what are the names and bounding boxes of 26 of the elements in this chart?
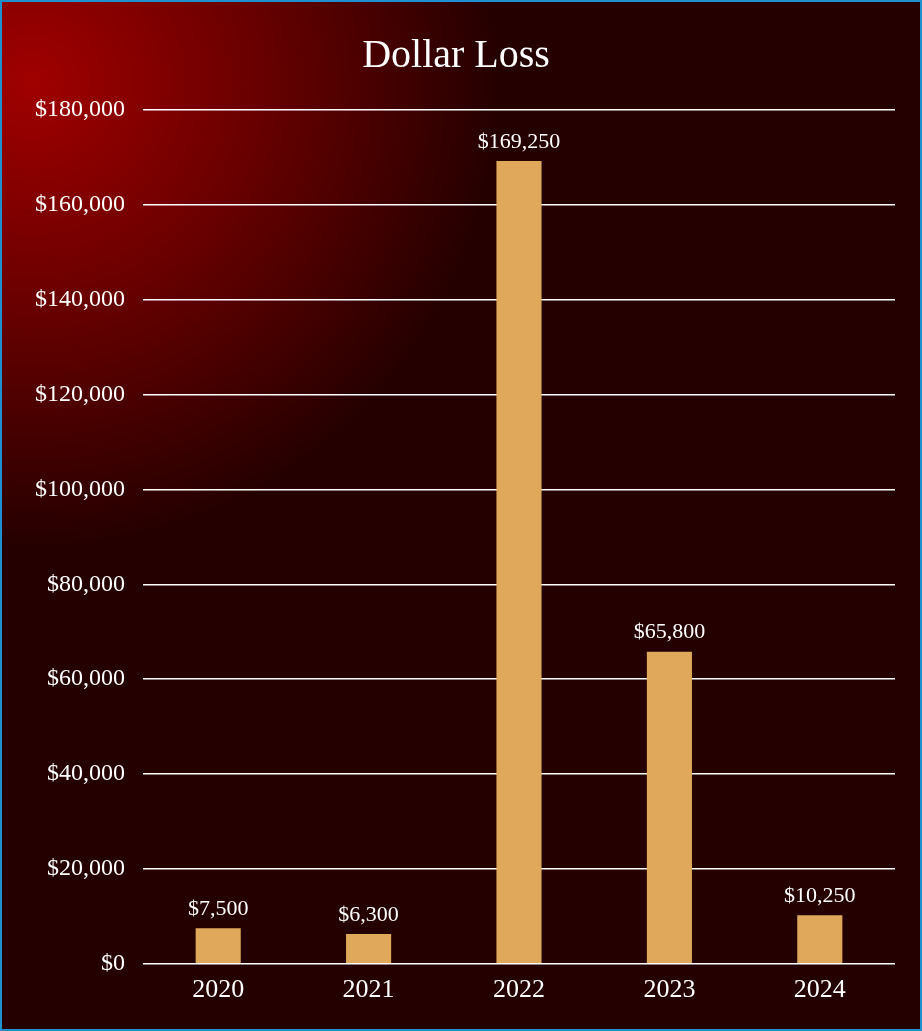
y-tick-label: $140,000 xyxy=(35,285,125,312)
y-tick-label: $180,000 xyxy=(35,95,125,122)
y-tick-label: $0 xyxy=(101,949,125,976)
data-label: $169,250 xyxy=(477,127,561,153)
y-tick-label: $60,000 xyxy=(47,664,125,691)
y-tick-label: $100,000 xyxy=(35,474,125,501)
x-tick-label: 2024 xyxy=(793,974,846,1004)
data-label: $6,300 xyxy=(338,900,399,926)
y-tick-label: $40,000 xyxy=(47,759,125,786)
bar xyxy=(646,651,692,964)
data-label: $65,800 xyxy=(633,618,706,644)
bar xyxy=(346,933,392,964)
chart-title: Dollar Loss xyxy=(362,30,550,76)
y-tick-label: $120,000 xyxy=(35,379,125,406)
x-tick-label: 2022 xyxy=(493,974,545,1004)
y-tick-label: $160,000 xyxy=(35,190,125,217)
x-tick-label: 2020 xyxy=(192,974,245,1004)
data-label: $10,250 xyxy=(784,881,856,907)
bar xyxy=(797,915,843,964)
x-tick-label: 2021 xyxy=(342,974,395,1004)
y-tick-label: $20,000 xyxy=(47,854,125,881)
y-tick-label: $80,000 xyxy=(47,569,125,596)
bar xyxy=(496,160,542,964)
data-label: $7,500 xyxy=(187,895,249,921)
bar xyxy=(195,928,241,964)
x-tick-label: 2023 xyxy=(643,974,696,1004)
